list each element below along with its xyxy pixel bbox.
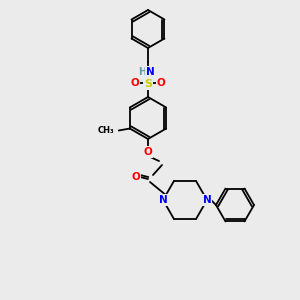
Text: O: O — [157, 78, 165, 88]
Text: CH₃: CH₃ — [97, 126, 114, 135]
Text: S: S — [144, 79, 152, 89]
Text: O: O — [144, 147, 152, 157]
Text: N: N — [159, 195, 167, 205]
Text: N: N — [202, 195, 211, 205]
Text: H: H — [138, 67, 146, 77]
Text: N: N — [146, 67, 154, 77]
Text: O: O — [130, 78, 140, 88]
Text: O: O — [132, 172, 140, 182]
